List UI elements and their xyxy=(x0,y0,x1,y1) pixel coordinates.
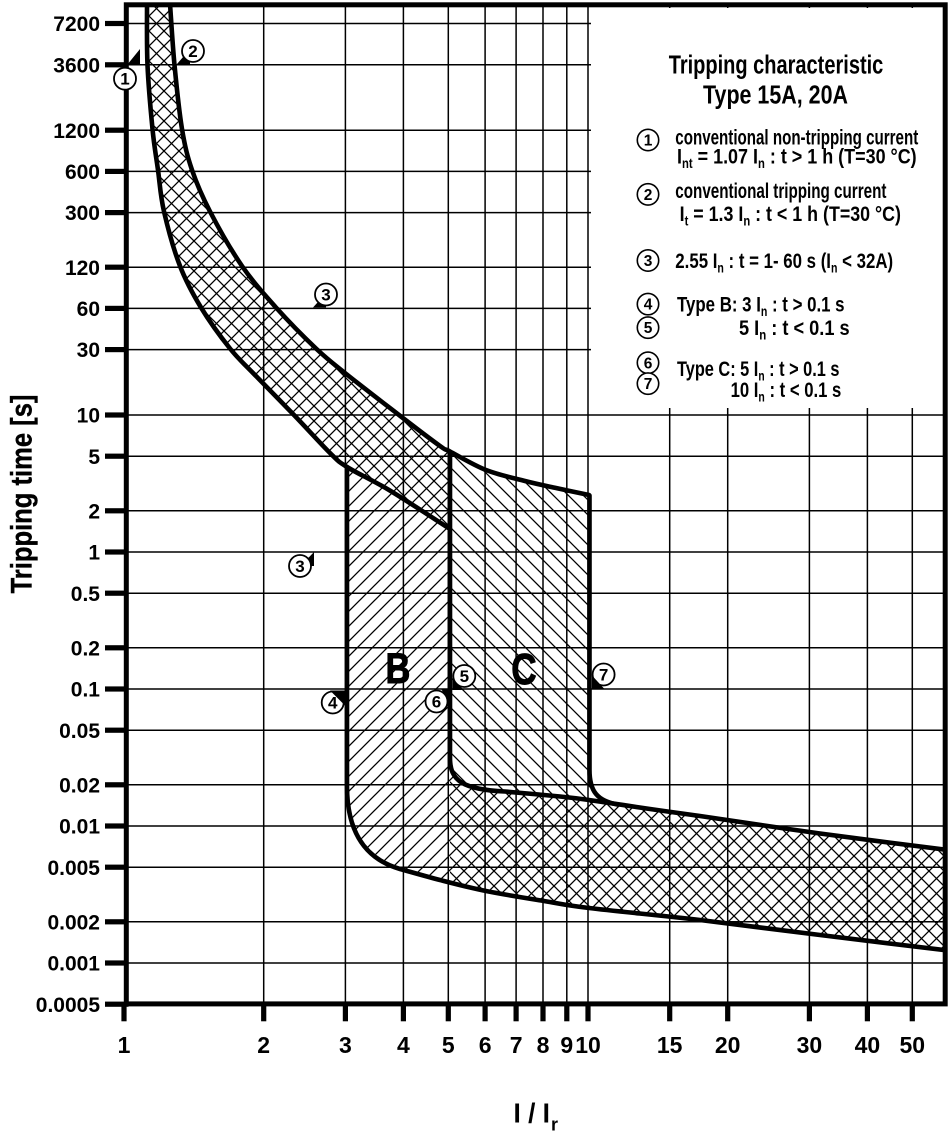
svg-text:6: 6 xyxy=(644,355,653,372)
svg-text:2.55 In​ : t = 1- 60 s (In​ <: 2.55 In​ : t = 1- 60 s (In​ < 32A) xyxy=(675,250,893,276)
svg-text:0.5: 0.5 xyxy=(71,583,101,606)
svg-text:5: 5 xyxy=(88,446,100,469)
svg-text:1: 1 xyxy=(644,133,653,150)
svg-text:1200: 1200 xyxy=(53,120,100,143)
svg-text:2: 2 xyxy=(644,187,653,204)
svg-text:5: 5 xyxy=(460,667,469,686)
svg-text:2: 2 xyxy=(188,42,197,61)
svg-text:2: 2 xyxy=(257,1032,270,1058)
svg-text:conventional tripping current: conventional tripping current xyxy=(675,179,886,203)
svg-text:7200: 7200 xyxy=(53,13,100,36)
svg-text:0.005: 0.005 xyxy=(47,857,100,880)
svg-text:I / I: I / I xyxy=(514,1097,550,1129)
svg-text:6: 6 xyxy=(479,1032,492,1058)
svg-text:4: 4 xyxy=(397,1032,410,1058)
svg-text:6: 6 xyxy=(432,693,441,712)
svg-text:9: 9 xyxy=(560,1032,573,1058)
svg-text:10: 10 xyxy=(575,1032,601,1058)
svg-text:0.02: 0.02 xyxy=(59,774,100,797)
svg-text:300: 300 xyxy=(65,202,100,225)
svg-text:50: 50 xyxy=(900,1032,926,1058)
svg-text:8: 8 xyxy=(537,1032,550,1058)
svg-text:5: 5 xyxy=(442,1032,455,1058)
svg-text:0.001: 0.001 xyxy=(47,953,100,976)
svg-text:4: 4 xyxy=(644,297,653,314)
svg-text:30: 30 xyxy=(797,1032,823,1058)
svg-text:0.002: 0.002 xyxy=(47,911,100,934)
svg-text:600: 600 xyxy=(65,161,100,184)
svg-text:Type B: 3 In​ : t > 0.1 s: Type B: 3 In​ : t > 0.1 s xyxy=(677,294,845,320)
svg-text:1: 1 xyxy=(118,1032,131,1058)
svg-text:1: 1 xyxy=(88,542,100,565)
svg-text:Type C: 5 In​ : t > 0.1 s: Type C: 5 In​ : t > 0.1 s xyxy=(677,358,839,384)
svg-text:Type 15A, 20A: Type 15A, 20A xyxy=(703,81,848,110)
svg-text:0.0005: 0.0005 xyxy=(36,994,101,1017)
svg-text:15: 15 xyxy=(657,1032,683,1058)
svg-text:3: 3 xyxy=(321,286,330,305)
svg-text:20: 20 xyxy=(715,1032,741,1058)
svg-text:3: 3 xyxy=(644,253,653,270)
svg-text:2: 2 xyxy=(88,500,100,523)
svg-text:60: 60 xyxy=(77,298,100,321)
svg-text:It​ = 1.3 In​ : t < 1 h (T=30: It​ = 1.3 In​ : t < 1 h (T=30 °C) xyxy=(680,202,901,228)
svg-text:0.1: 0.1 xyxy=(71,679,101,702)
svg-text:3: 3 xyxy=(339,1032,352,1058)
svg-text:30: 30 xyxy=(77,339,100,362)
svg-text:3600: 3600 xyxy=(53,54,100,77)
svg-text:7: 7 xyxy=(599,666,608,685)
svg-text:Tripping characteristic: Tripping characteristic xyxy=(669,50,884,79)
svg-text:B: B xyxy=(386,645,411,692)
svg-text:r: r xyxy=(551,1114,558,1134)
svg-text:40: 40 xyxy=(855,1032,881,1058)
svg-text:0.05: 0.05 xyxy=(59,720,100,743)
svg-text:7: 7 xyxy=(510,1032,523,1058)
svg-text:10: 10 xyxy=(77,405,100,428)
svg-text:10 In​ : t < 0.1 s: 10 In​ : t < 0.1 s xyxy=(731,379,842,405)
svg-text:7: 7 xyxy=(644,376,653,393)
svg-text:1: 1 xyxy=(120,70,129,89)
svg-text:5 In​ : t < 0.1 s: 5 In​ : t < 0.1 s xyxy=(739,317,850,343)
svg-text:0.2: 0.2 xyxy=(71,637,100,660)
svg-text:120: 120 xyxy=(65,257,100,280)
svg-text:0.01: 0.01 xyxy=(59,816,100,839)
svg-text:4: 4 xyxy=(328,694,338,713)
svg-text:Int​ = 1.07 In​ : t > 1 h (T=: Int​ = 1.07 In​ : t > 1 h (T=30 °C) xyxy=(677,145,917,171)
svg-text:3: 3 xyxy=(295,557,304,576)
svg-text:C: C xyxy=(511,645,536,694)
svg-text:Tripping time [s]: Tripping time [s] xyxy=(5,395,38,594)
svg-text:conventional non-tripping curr: conventional non-tripping current xyxy=(675,125,918,149)
svg-text:5: 5 xyxy=(644,320,653,337)
